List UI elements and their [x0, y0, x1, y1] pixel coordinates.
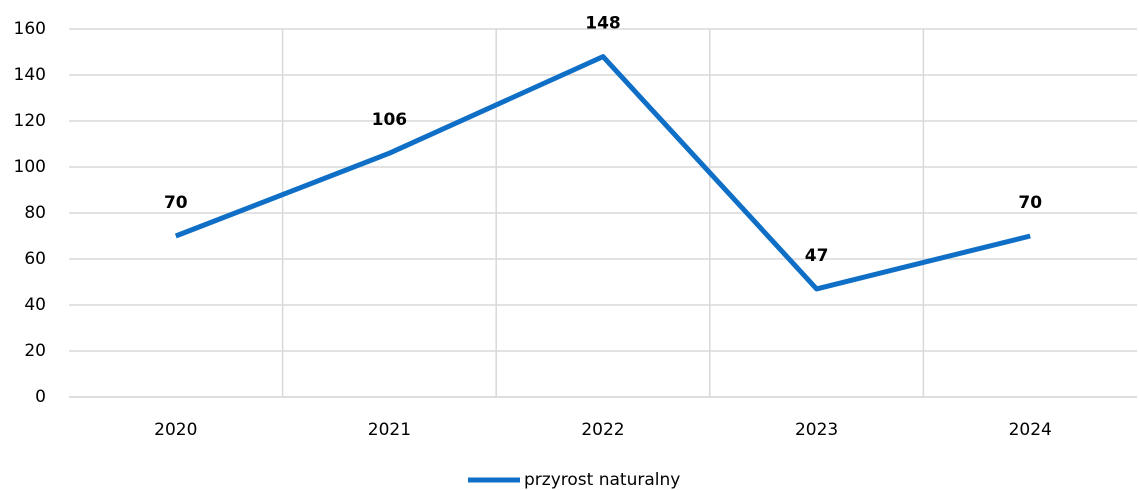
x-tick-label: 2023 [795, 420, 838, 440]
y-tick-label: 80 [24, 203, 46, 223]
y-tick-label: 60 [24, 249, 46, 269]
data-label: 148 [585, 14, 621, 34]
data-label: 106 [372, 110, 408, 130]
x-tick-label: 2020 [154, 420, 197, 440]
y-tick-label: 20 [24, 341, 46, 361]
y-tick-label: 160 [14, 19, 46, 39]
x-tick-label: 2021 [368, 420, 411, 440]
legend-label: przyrost naturalny [524, 470, 680, 490]
data-label: 47 [805, 246, 829, 266]
data-line [174, 54, 1031, 292]
x-tick-label: 2024 [1009, 420, 1052, 440]
y-tick-label: 120 [14, 111, 46, 131]
y-tick-label: 100 [14, 157, 46, 177]
x-tick-label: 2022 [581, 420, 624, 440]
y-tick-label: 140 [14, 65, 46, 85]
data-label: 70 [1018, 193, 1042, 213]
data-label: 70 [164, 193, 188, 213]
y-tick-label: 40 [24, 295, 46, 315]
y-tick-label: 0 [35, 387, 46, 407]
